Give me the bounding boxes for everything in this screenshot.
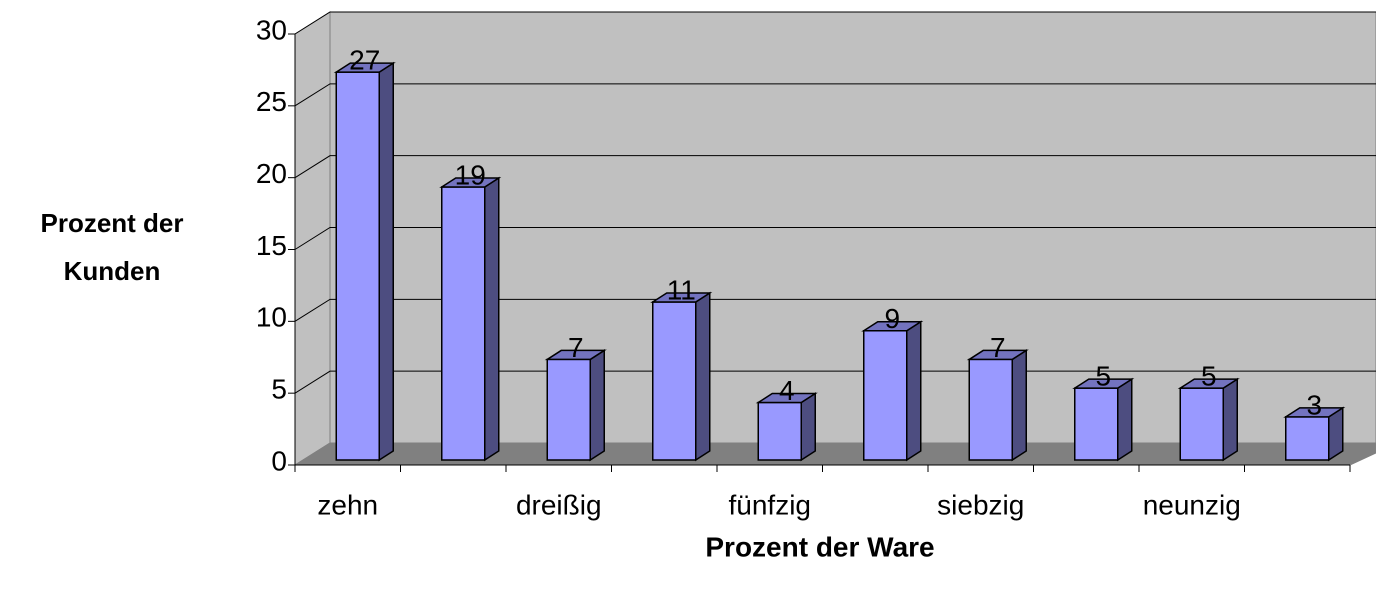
value-label: 11 [667,274,696,305]
grid-line [294,155,1376,179]
bar-front [546,358,591,461]
value-label: 19 [455,159,486,190]
y-axis-label: Kunden [64,256,161,286]
y-tick-label: 30 [256,14,287,45]
bar-top [1177,378,1240,389]
bar-front [1285,416,1330,461]
bar [544,349,607,462]
bar-side [378,61,394,462]
grid-line [294,298,1376,322]
bar-top [755,392,818,404]
bar [333,61,396,462]
bar-side [589,349,605,462]
grid-line [294,370,1376,394]
value-label: 5 [1201,361,1217,392]
bar [1072,377,1135,462]
bar-front [1074,387,1119,461]
bar-side [800,392,816,462]
y-tick-label: 10 [256,302,287,333]
x-tick-label: siebzig [937,489,1024,520]
grid-line [294,83,1376,107]
x-tick-label: neunzig [1143,489,1241,520]
bar-front [441,186,486,461]
bar-top [333,62,396,73]
value-label: 3 [1306,389,1322,420]
bar [755,392,818,462]
bar-top [439,177,502,188]
bar [1283,406,1346,462]
y-tick-label: 20 [256,158,287,189]
bar-top [650,292,713,303]
bar-front [652,301,697,461]
value-label: 4 [779,375,795,406]
bar-front [968,358,1013,461]
bar-front [335,71,380,461]
y-tick-label: 25 [256,86,287,117]
bar-front [757,401,802,461]
value-label: 9 [884,303,900,334]
y-tick-label: 5 [271,374,287,405]
x-tick-label: zehn [317,489,378,520]
value-label: 7 [568,332,584,363]
bar-side [695,291,711,462]
bar-side [1117,377,1133,462]
grid-line [294,227,1376,250]
bar-top [544,349,607,361]
bar-top [1072,378,1135,389]
bar-top [966,349,1029,361]
bar [650,291,713,462]
bar-side [484,176,500,462]
bar-side [1011,349,1027,462]
x-tick-label: dreißig [516,489,602,520]
y-tick-label: 0 [271,445,287,476]
x-axis-label: Prozent der Ware [705,531,934,562]
bar [439,176,502,462]
bar-top [1283,407,1346,418]
value-label: 5 [1095,361,1111,392]
bar [966,349,1029,462]
value-label: 7 [990,332,1006,363]
grid-line [294,11,1376,35]
y-tick-label: 15 [256,230,287,261]
bar-front [1179,387,1224,461]
bar-top [861,320,924,332]
bar [861,320,924,462]
y-axis-label: Prozent der [40,208,183,238]
bar [1177,377,1240,462]
bar-front [863,329,908,461]
x-tick-label: fünfzig [729,489,812,520]
bar-side [1222,377,1238,462]
value-label: 27 [349,44,380,75]
bar-side [906,320,922,462]
